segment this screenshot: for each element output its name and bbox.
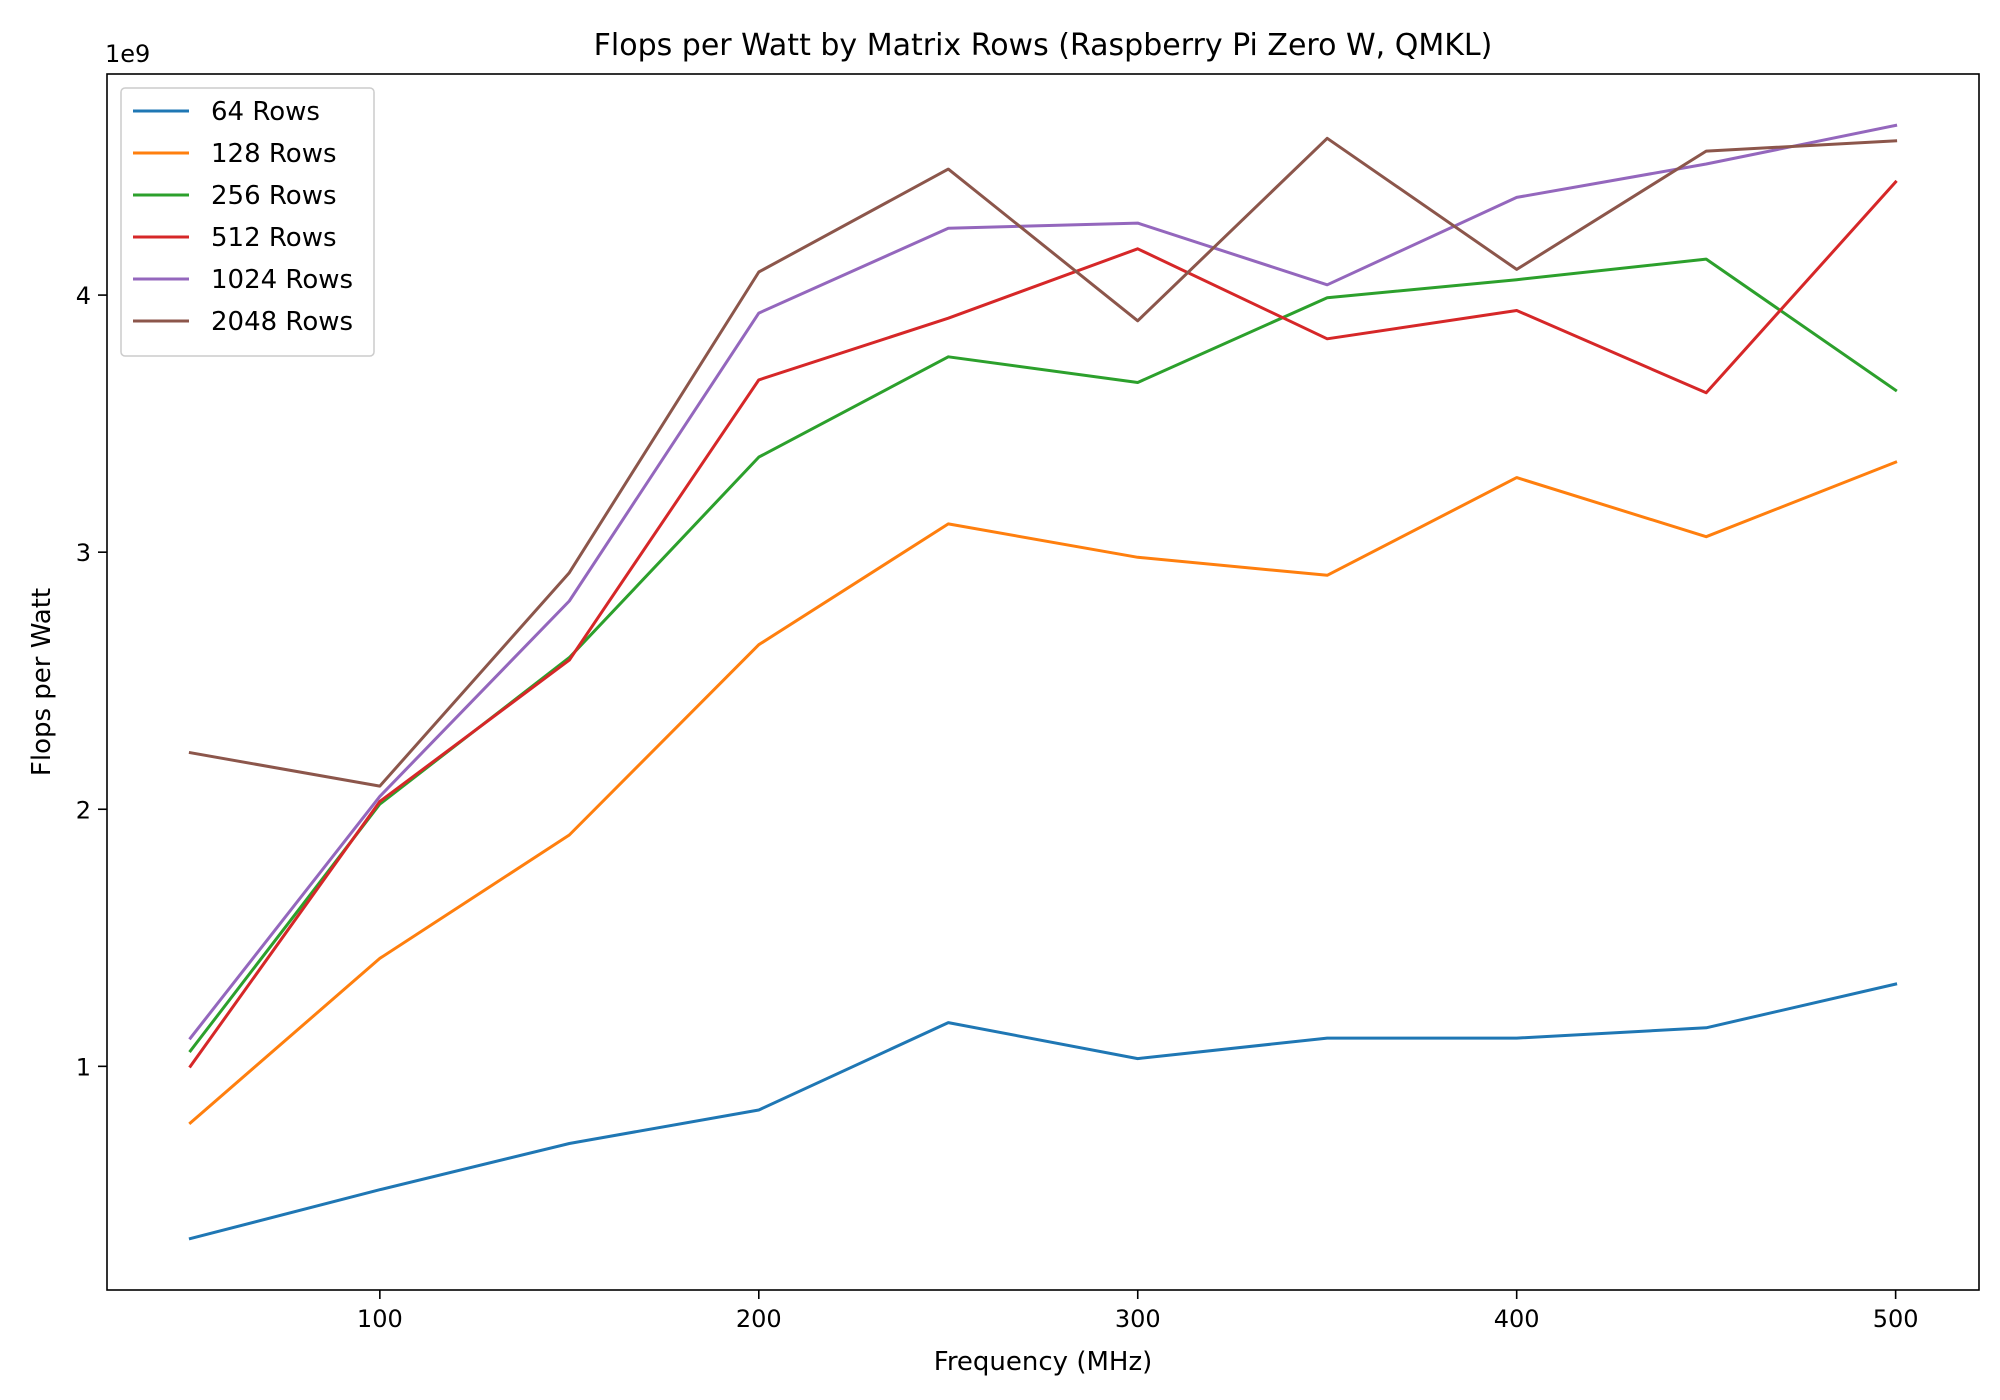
plot-frame [106, 73, 1980, 1291]
series-line-1024-rows [188, 123, 1898, 1041]
series-line-64-rows [188, 982, 1898, 1241]
y-axis-label: Flops per Watt [27, 588, 57, 776]
x-axis: 100 200 300 400 500 [357, 1290, 1919, 1333]
x-tick-label: 100 [357, 1305, 403, 1333]
legend-entry: 64 Rows [211, 97, 320, 127]
legend-entry: 1024 Rows [211, 265, 353, 295]
x-tick-label: 300 [1115, 1305, 1161, 1333]
x-tick-label: 200 [736, 1305, 782, 1333]
series-lines [188, 123, 1898, 1241]
legend-entry: 128 Rows [211, 139, 337, 169]
x-tick-label: 400 [1494, 1305, 1540, 1333]
series-line-512-rows [188, 179, 1898, 1069]
chart-title: Flops per Watt by Matrix Rows (Raspberry… [594, 28, 1493, 63]
x-tick-label: 500 [1873, 1305, 1919, 1333]
y-tick-label: 2 [76, 796, 91, 824]
y-tick-label: 3 [76, 539, 91, 567]
y-axis: 1 2 3 4 [76, 282, 107, 1081]
y-tick-label: 1 [76, 1053, 91, 1081]
legend-entry: 512 Rows [211, 223, 337, 253]
y-tick-label: 4 [76, 282, 91, 310]
legend: 64 Rows 128 Rows 256 Rows 512 Rows 1024 Rows… [120, 87, 375, 357]
series-line-128-rows [188, 460, 1898, 1126]
x-axis-label: Frequency (MHz) [934, 1347, 1153, 1377]
legend-entry: 256 Rows [211, 181, 337, 211]
series-line-2048-rows [188, 136, 1898, 788]
legend-box [120, 87, 375, 357]
legend-entry: 2048 Rows [211, 307, 353, 337]
y-offset-label: 1e9 [105, 40, 150, 68]
